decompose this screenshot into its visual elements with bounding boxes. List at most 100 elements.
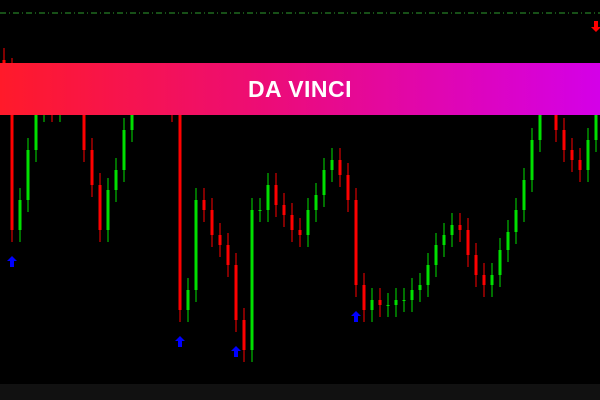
- candle: [402, 288, 406, 312]
- candle-body: [474, 255, 478, 275]
- candle-body: [498, 250, 502, 275]
- candle-body: [450, 225, 454, 235]
- candle-body: [330, 160, 334, 170]
- candle: [298, 218, 302, 247]
- candle: [330, 148, 334, 182]
- candle: [338, 148, 342, 187]
- candle-body: [346, 175, 350, 200]
- candle: [490, 263, 494, 297]
- candle-body: [482, 275, 486, 285]
- candle: [26, 138, 30, 212]
- candle: [418, 273, 422, 302]
- candle-body: [10, 70, 14, 230]
- candle: [186, 278, 190, 322]
- candle-body: [226, 245, 230, 265]
- candle-body: [122, 130, 126, 170]
- candle-body: [26, 150, 30, 200]
- candle-body: [282, 205, 286, 215]
- candle: [282, 193, 286, 227]
- candle: [514, 198, 518, 244]
- candle-body: [426, 265, 430, 285]
- candle-body: [378, 300, 382, 305]
- candle: [450, 213, 454, 247]
- candle: [394, 288, 398, 317]
- candle-body: [186, 290, 190, 310]
- candle: [314, 183, 318, 222]
- candle-body: [106, 190, 110, 230]
- candle: [234, 253, 238, 332]
- candle: [570, 138, 574, 172]
- candle-body: [338, 160, 342, 175]
- candle: [482, 263, 486, 297]
- buy-arrow-icon: [7, 256, 17, 267]
- candle: [202, 188, 206, 222]
- candle: [178, 98, 182, 322]
- candle: [114, 158, 118, 202]
- candle: [506, 220, 510, 262]
- candle: [218, 223, 222, 257]
- candle: [266, 173, 270, 222]
- candle: [290, 203, 294, 242]
- candle-body: [554, 100, 558, 130]
- candle-body: [82, 90, 86, 150]
- candle-body: [578, 160, 582, 170]
- candle-body: [178, 110, 182, 310]
- candle-body: [410, 290, 414, 300]
- candle: [226, 233, 230, 277]
- candle-body: [114, 170, 118, 190]
- candle: [442, 223, 446, 257]
- candle-body: [298, 230, 302, 235]
- candle: [210, 198, 214, 247]
- candle-body: [562, 130, 566, 150]
- buy-arrow-icon: [175, 336, 185, 347]
- candle: [370, 288, 374, 322]
- candle-body: [266, 185, 270, 210]
- candle: [242, 308, 246, 362]
- candle-body: [466, 230, 470, 255]
- candle: [378, 288, 382, 317]
- buy-arrow-icon: [231, 346, 241, 357]
- candle-body: [258, 210, 262, 211]
- candle: [386, 293, 390, 317]
- candle-body: [442, 235, 446, 245]
- candle-body: [194, 200, 198, 290]
- candle-body: [90, 150, 94, 185]
- candle: [194, 188, 198, 302]
- candle-body: [98, 185, 102, 230]
- candle-body: [570, 150, 574, 160]
- candle-body: [18, 200, 22, 230]
- candle-body: [34, 110, 38, 150]
- candle: [90, 138, 94, 197]
- candle-body: [522, 180, 526, 210]
- candle-body: [538, 95, 542, 140]
- candle: [498, 238, 502, 287]
- candle-body: [322, 170, 326, 195]
- candle-body: [362, 285, 366, 310]
- candle-body: [434, 245, 438, 265]
- candle-body: [274, 185, 278, 205]
- candle-body: [418, 285, 422, 290]
- candle-body: [242, 320, 246, 350]
- candle: [98, 173, 102, 242]
- sell-arrow-icon: [591, 21, 600, 32]
- candle-body: [370, 300, 374, 310]
- candle: [362, 273, 366, 322]
- candle: [410, 278, 414, 312]
- candle: [426, 253, 430, 297]
- candle: [106, 178, 110, 242]
- candle: [586, 128, 590, 182]
- candle-body: [402, 300, 406, 301]
- candle-body: [586, 140, 590, 170]
- candle-body: [530, 140, 534, 180]
- candle: [322, 158, 326, 207]
- candle-body: [594, 90, 598, 140]
- candle: [578, 148, 582, 182]
- candle: [250, 198, 254, 362]
- candle: [306, 198, 310, 247]
- candle: [122, 118, 126, 182]
- candle-body: [202, 200, 206, 210]
- candle-body: [290, 215, 294, 230]
- candle-body: [394, 300, 398, 305]
